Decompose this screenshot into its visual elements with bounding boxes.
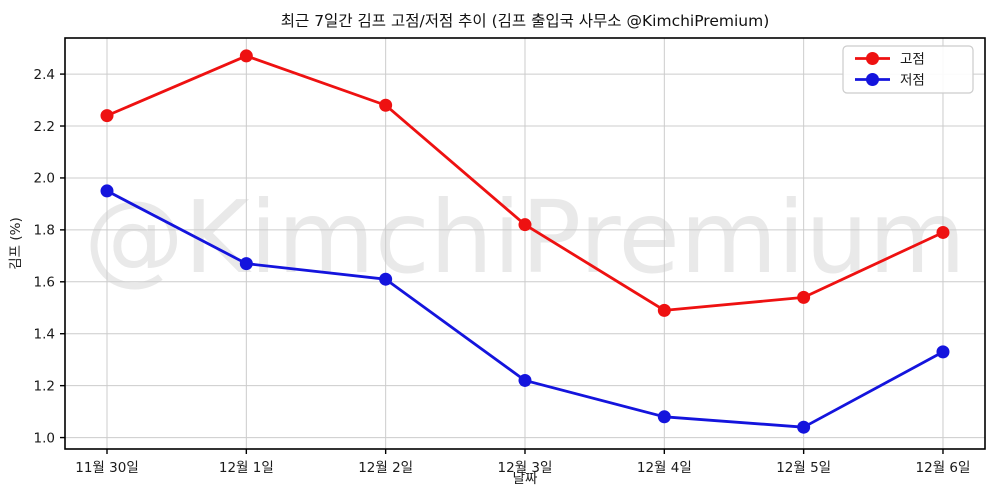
y-tick-label: 1.2: [34, 378, 55, 394]
data-point-고점-12월 5일: [797, 290, 811, 304]
x-tick-label: 12월 6일: [916, 460, 971, 476]
legend-label-고점: 고점: [900, 51, 925, 67]
data-point-고점-12월 3일: [518, 218, 532, 232]
x-tick-label: 12월 3일: [498, 460, 553, 476]
data-point-저점-11월 30일: [100, 184, 114, 198]
x-tick-label: 12월 5일: [776, 460, 831, 476]
legend-marker-고점: [866, 52, 879, 65]
legend-marker-저점: [866, 73, 879, 86]
y-tick-label: 2.4: [34, 67, 55, 83]
y-tick-label: 2.0: [34, 171, 55, 187]
data-point-고점-12월 1일: [239, 49, 253, 63]
data-point-고점-12월 4일: [657, 303, 671, 317]
data-point-고점-12월 6일: [936, 225, 950, 239]
legend-label-저점: 저점: [900, 72, 925, 88]
data-point-저점-12월 3일: [518, 373, 532, 387]
y-tick-label: 1.0: [34, 430, 55, 446]
x-tick-label: 11월 30일: [75, 460, 139, 476]
data-point-저점-12월 6일: [936, 345, 950, 359]
y-axis-label: 김프 (%): [8, 217, 24, 270]
y-tick-label: 1.4: [34, 327, 55, 343]
y-tick-label: 1.8: [34, 223, 55, 239]
chart-title: 최근 7일간 김프 고점/저점 추이 (김프 출입국 사무소 @KimchiPr…: [281, 12, 770, 30]
data-point-고점-11월 30일: [100, 109, 114, 123]
y-tick-label: 2.2: [34, 119, 55, 135]
data-point-고점-12월 2일: [379, 98, 393, 112]
x-tick-label: 12월 1일: [219, 460, 274, 476]
data-point-저점-12월 4일: [657, 410, 671, 424]
x-axis-label: 날짜: [513, 471, 538, 487]
data-point-저점-12월 5일: [797, 420, 811, 434]
data-point-저점-12월 2일: [379, 272, 393, 286]
y-tick-label: 1.6: [34, 275, 55, 291]
x-tick-label: 12월 4일: [637, 460, 692, 476]
x-tick-label: 12월 2일: [358, 460, 413, 476]
data-point-저점-12월 1일: [239, 257, 253, 271]
